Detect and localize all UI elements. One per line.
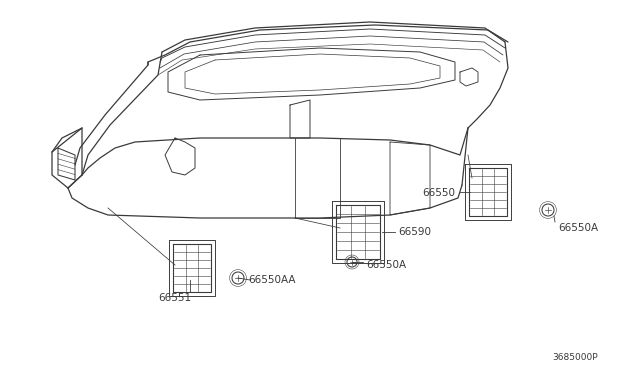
- Text: 66550AA: 66550AA: [248, 275, 296, 285]
- Text: 66590: 66590: [398, 227, 431, 237]
- Text: 3685000P: 3685000P: [552, 353, 598, 362]
- Text: 66550: 66550: [422, 188, 455, 198]
- Text: 66550A: 66550A: [366, 260, 406, 270]
- Text: 66551: 66551: [159, 293, 191, 303]
- Text: 66550A: 66550A: [558, 223, 598, 233]
